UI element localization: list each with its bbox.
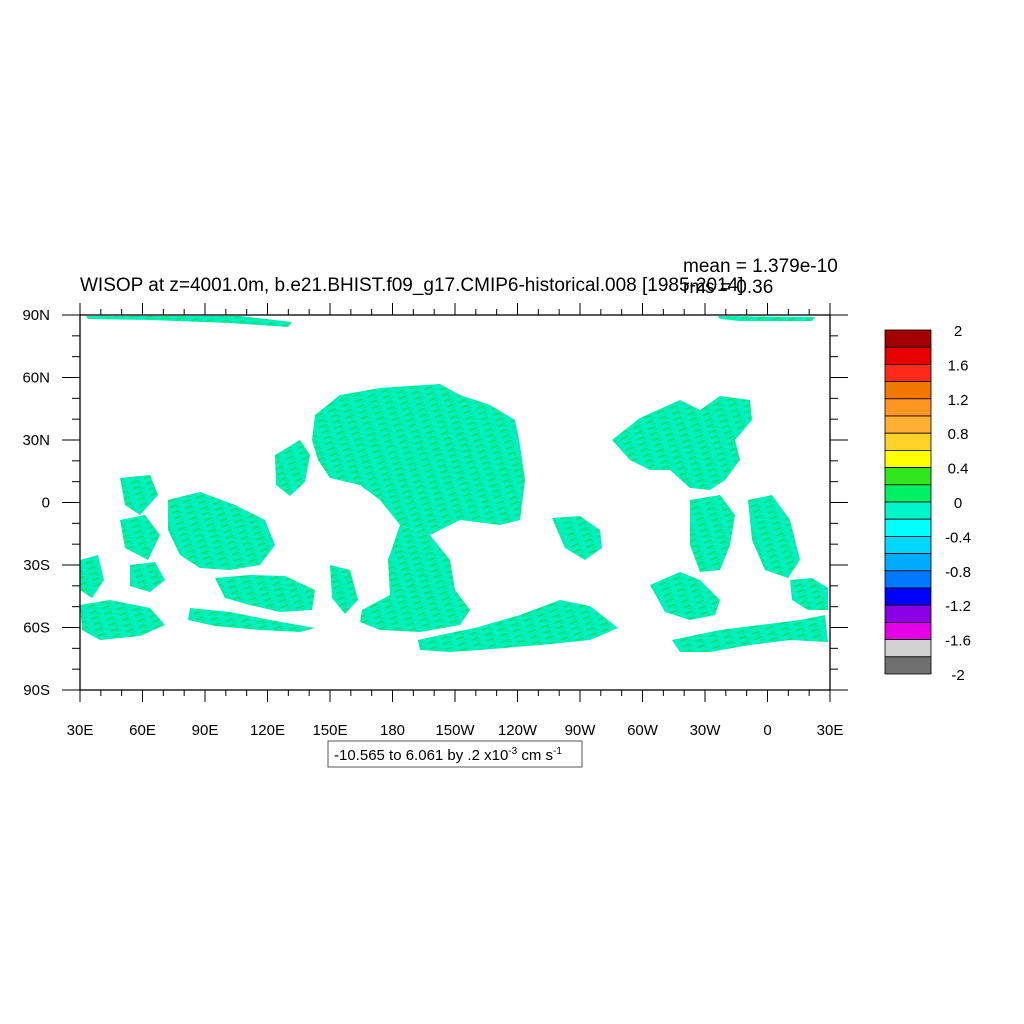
colorbar-box (884, 587, 932, 606)
colorbar-label: 1.2 (948, 392, 969, 409)
colorbar-box (884, 449, 932, 468)
colorbar-labels: 2 1.6 1.2 0.8 0.4 0 -0.4 -0.8 -1.2 -1.6 … (945, 323, 971, 684)
colorbar-box (884, 432, 932, 451)
field-sea-1 (130, 562, 165, 592)
field-pacific-central (388, 525, 470, 620)
field-southern-ocean-left (188, 608, 315, 632)
y-tick-label: 60S (23, 620, 50, 637)
field-north-pacific (312, 384, 525, 535)
colorbar-box (884, 553, 932, 572)
colorbar-box (884, 484, 932, 503)
chart-title: WISOP at z=4001.0m, b.e21.BHIST.f09_g17.… (80, 275, 743, 296)
contour-info: -10.565 to 6.061 by .2 x10-3 cm s-1 (334, 746, 562, 764)
field-atlantic-ridge (690, 495, 735, 572)
colorbar-label: -1.2 (945, 598, 971, 615)
field-regions (80, 316, 828, 652)
x-tick-label: 30E (67, 722, 94, 739)
colorbar-box (884, 346, 932, 365)
field-west-indian (120, 515, 160, 560)
colorbar-box (884, 398, 932, 417)
y-tick-label: 30N (22, 432, 50, 449)
colorbar-label: 0 (954, 495, 962, 512)
field-north-atlantic (612, 396, 752, 490)
colorbar-label: 1.6 (948, 357, 969, 374)
field-indian-ocean (168, 492, 275, 570)
colorbar-box (884, 639, 932, 658)
colorbar-label: -0.4 (945, 529, 971, 546)
contour-info-box (327, 740, 583, 768)
field-south-atlantic (650, 572, 720, 620)
colorbar-label: -2 (951, 667, 964, 684)
field-patch-a (275, 440, 310, 496)
axis-ticks (62, 303, 848, 702)
colorbar-label: -0.8 (945, 564, 971, 581)
x-tick-label: 150E (312, 722, 347, 739)
colorbar-box (884, 415, 932, 434)
y-axis: 90N 60N 30N 0 30S 60S 90S (22, 307, 50, 699)
x-tick-label: 180 (380, 722, 405, 739)
colorbar-box (884, 570, 932, 589)
colorbar-box (884, 656, 932, 675)
y-tick-label: 60N (22, 370, 50, 387)
x-tick-label: 30E (817, 722, 844, 739)
colorbar-box (884, 518, 932, 537)
colorbar-box (884, 622, 932, 641)
field-right-edge (790, 578, 828, 610)
contour-info-unit-exp: -1 (553, 746, 562, 757)
colorbar-box (884, 363, 932, 382)
field-arctic-left (86, 316, 292, 327)
x-tick-label: 30W (690, 722, 722, 739)
colorbar-box (884, 536, 932, 555)
field-south-atlantic-strip (418, 600, 618, 652)
field-patch-c (552, 516, 602, 560)
field-indian-south (215, 575, 315, 612)
field-african-margin (120, 475, 158, 515)
x-axis: 30E 60E 90E 120E 150E 180 150W 120W 90W … (67, 722, 844, 739)
x-tick-label: 90E (192, 722, 219, 739)
field-far-left (80, 555, 104, 598)
x-tick-label: 60W (627, 722, 659, 739)
rms-label: rms = 0.36 (683, 277, 773, 298)
field-patch-b (330, 565, 358, 614)
y-tick-label: 30S (23, 557, 50, 574)
colorbar (884, 329, 932, 675)
y-tick-label: 0 (42, 495, 50, 512)
field-southern-ocean-right (672, 615, 828, 652)
x-tick-label: 120E (250, 722, 285, 739)
field-sw-indian (80, 600, 165, 640)
mean-label: mean = 1.379e-10 (683, 256, 838, 277)
y-tick-label: 90S (23, 682, 50, 699)
field-arctic-right (718, 316, 815, 321)
colorbar-box (884, 604, 932, 623)
colorbar-label: 2 (954, 323, 962, 340)
x-tick-label: 90W (565, 722, 597, 739)
x-tick-label: 120W (498, 722, 538, 739)
contour-info-text: -10.565 to 6.061 by .2 x10 (334, 747, 508, 764)
colorbar-box (884, 329, 932, 348)
x-tick-label: 150W (435, 722, 475, 739)
colorbar-box (884, 381, 932, 400)
x-tick-label: 0 (763, 722, 771, 739)
contour-info-exp: -3 (508, 746, 517, 757)
colorbar-box (884, 501, 932, 520)
colorbar-label: -1.6 (945, 633, 971, 650)
colorbar-label: 0.4 (948, 461, 969, 478)
colorbar-label: 0.8 (948, 426, 969, 443)
colorbar-box (884, 467, 932, 486)
field-pacific-south (360, 595, 470, 632)
y-tick-label: 90N (22, 307, 50, 324)
contour-info-unit: cm s (517, 747, 553, 764)
x-tick-label: 60E (129, 722, 156, 739)
field-atlantic-east (748, 495, 800, 578)
